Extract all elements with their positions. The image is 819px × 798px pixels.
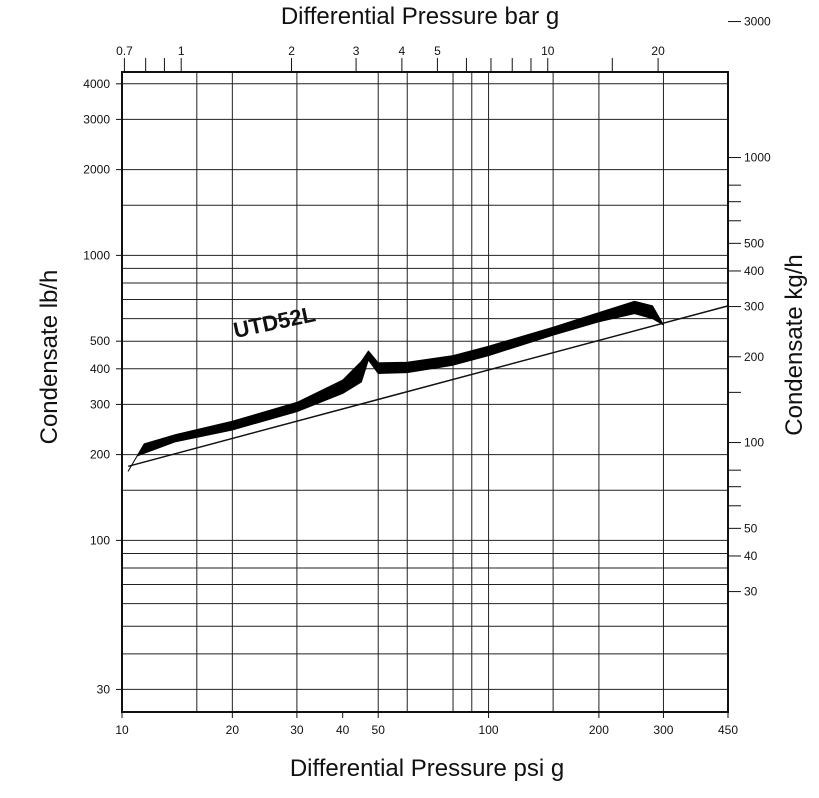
y2-tick-label: 500 bbox=[744, 236, 764, 250]
y2-tick-label: 1000 bbox=[744, 151, 771, 165]
y2-tick-label: 30 bbox=[744, 585, 758, 599]
y-tick-label: 500 bbox=[90, 334, 110, 348]
y2-tick-label: 50 bbox=[744, 521, 758, 535]
plot-frame bbox=[121, 71, 729, 713]
y2-tick-label: 100 bbox=[744, 436, 764, 450]
y2-axis-title: Condensate kg/h bbox=[781, 254, 808, 435]
x-tick-label: 200 bbox=[589, 723, 609, 737]
x-tick-label: 450 bbox=[718, 723, 738, 737]
y2-tick-label: 300 bbox=[744, 300, 764, 314]
y2-tick-label: 40 bbox=[744, 549, 758, 563]
x2-tick-label: 5 bbox=[434, 44, 441, 58]
x2-tick-label: 1 bbox=[178, 44, 185, 58]
y-axis-title: Condensate lb/h bbox=[36, 270, 63, 445]
x-tick-label: 20 bbox=[226, 723, 240, 737]
y-tick-label: 3000 bbox=[83, 112, 110, 126]
x-tick-label: 40 bbox=[336, 723, 350, 737]
y-tick-label: 30 bbox=[97, 682, 111, 696]
x2-tick-label: 20 bbox=[651, 44, 665, 58]
x2-axis-title: Differential Pressure bar g bbox=[281, 3, 559, 30]
y-tick-label: 400 bbox=[90, 362, 110, 376]
y2-tick-label: 3000 bbox=[744, 15, 771, 29]
series-label: UTD52L bbox=[231, 301, 318, 343]
tick-labels: 10 20 30 40 50 100 200 300 450 0.7 1 2 3 4 5 10 20 30 100 2… bbox=[83, 15, 771, 737]
axis-ticks bbox=[116, 21, 741, 718]
capacity-curves: UTD52L bbox=[127, 300, 729, 472]
x-axis-title: Differential Pressure psi g bbox=[290, 755, 564, 782]
y-tick-label: 2000 bbox=[83, 163, 110, 177]
x-tick-label: 30 bbox=[290, 723, 304, 737]
x2-tick-label: 0.7 bbox=[116, 44, 133, 58]
y-tick-label: 100 bbox=[90, 533, 110, 547]
x2-tick-label: 10 bbox=[541, 44, 555, 58]
x-tick-label: 50 bbox=[372, 723, 386, 737]
x2-tick-label: 4 bbox=[399, 44, 406, 58]
y-tick-label: 300 bbox=[90, 397, 110, 411]
y-tick-label: 200 bbox=[90, 448, 110, 462]
x2-tick-label: 2 bbox=[288, 44, 295, 58]
x-tick-label: 10 bbox=[115, 723, 129, 737]
x2-tick-label: 3 bbox=[353, 44, 360, 58]
y-tick-label: 1000 bbox=[83, 248, 110, 262]
grid-lines bbox=[122, 72, 728, 712]
y2-tick-label: 400 bbox=[744, 264, 764, 278]
y-tick-label: 4000 bbox=[83, 77, 110, 91]
utd52l-capacity-band bbox=[127, 300, 664, 472]
y2-tick-label: 200 bbox=[744, 350, 764, 364]
x-tick-label: 100 bbox=[479, 723, 499, 737]
x-tick-label: 300 bbox=[653, 723, 673, 737]
reference-line bbox=[128, 305, 729, 468]
